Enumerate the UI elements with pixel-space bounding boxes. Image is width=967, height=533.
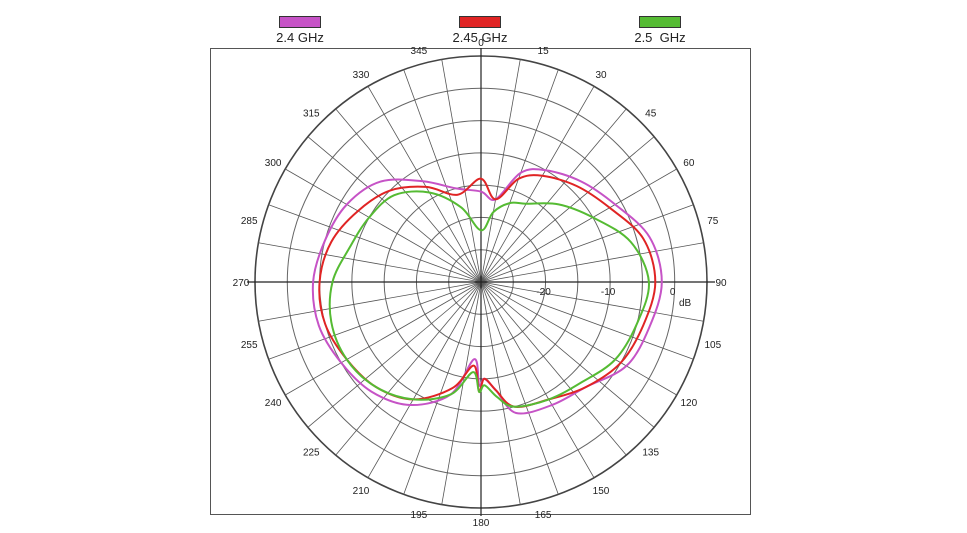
angle-tick-label: 75	[707, 216, 719, 227]
angle-tick-label: 300	[265, 158, 282, 169]
angle-tick-label: 105	[704, 340, 721, 351]
grid-spoke	[480, 281, 694, 360]
angle-tick-label: 45	[645, 108, 657, 119]
legend-item-2-4ghz: 2.4 GHz	[240, 16, 360, 45]
legend-label-2-4ghz: 2.4 GHz	[276, 30, 324, 45]
grid-spoke	[258, 242, 482, 283]
legend-item-2-45ghz: 2.45 GHz	[420, 16, 540, 45]
legend-item-2-5ghz: 2.5 GHz	[600, 16, 720, 45]
grid-spoke	[480, 204, 694, 283]
angle-tick-label: 210	[353, 486, 370, 497]
grid-spoke	[403, 69, 482, 283]
angle-tick-label: 120	[681, 398, 698, 409]
radial-unit-label: dB	[679, 298, 692, 309]
grid-spoke	[480, 281, 677, 396]
angle-tick-label: 165	[535, 510, 552, 521]
grid-spoke	[335, 108, 482, 283]
angle-tick-label: 330	[353, 70, 370, 81]
grid-spoke	[335, 281, 482, 456]
angle-tick-label: 15	[538, 46, 550, 57]
angle-tick-label: 150	[593, 486, 610, 497]
grid-spoke	[258, 281, 482, 322]
angle-tick-label: 135	[642, 448, 659, 459]
angle-tick-label: 180	[473, 518, 490, 529]
angle-tick-label: 225	[303, 448, 320, 459]
grid-spoke	[480, 281, 559, 495]
grid-spoke	[480, 281, 521, 505]
angle-tick-label: 270	[233, 278, 250, 289]
legend-label-2-45ghz: 2.45 GHz	[452, 30, 508, 45]
angle-tick-label: 30	[595, 70, 607, 81]
series-line-1	[318, 174, 657, 408]
grid-spoke	[403, 281, 482, 495]
grid-spoke	[285, 281, 482, 396]
grid-spoke	[307, 281, 482, 428]
grid-spoke	[480, 69, 559, 283]
angle-tick-label: 195	[411, 510, 428, 521]
grid-spoke	[441, 281, 482, 505]
angle-tick-label: 240	[265, 398, 282, 409]
angle-tick-label: 90	[715, 278, 727, 289]
legend-swatch-2-5ghz	[639, 16, 681, 28]
angle-tick-label: 0	[478, 38, 484, 49]
grid-spoke	[480, 281, 595, 478]
grid-spoke	[367, 281, 482, 478]
grid-spoke	[480, 59, 521, 283]
grid-spoke	[480, 242, 704, 283]
grid-spoke	[268, 281, 482, 360]
grid-spoke	[268, 204, 482, 283]
grid-spoke	[480, 86, 595, 283]
grid-spoke	[480, 281, 655, 428]
radial-tick-label: -20	[536, 287, 551, 298]
angle-tick-label: 345	[411, 46, 428, 57]
grid-spoke	[367, 86, 482, 283]
angle-tick-label: 255	[241, 340, 258, 351]
grid-spoke	[441, 59, 482, 283]
series-line-2	[328, 190, 650, 408]
grid-spoke	[480, 281, 704, 322]
grid-spoke	[285, 168, 482, 283]
angle-tick-label: 60	[683, 158, 695, 169]
angle-tick-label: 315	[303, 108, 320, 119]
legend-swatch-2-4ghz	[279, 16, 321, 28]
grid-spoke	[480, 136, 655, 283]
radial-tick-label: 0	[670, 287, 676, 298]
grid-spoke	[480, 281, 627, 456]
grid-spoke	[480, 168, 677, 283]
grid-spoke	[480, 108, 627, 283]
radial-tick-label: -10	[601, 287, 616, 298]
legend-swatch-2-45ghz	[459, 16, 501, 28]
grid-spoke	[307, 136, 482, 283]
legend-label-2-5ghz: 2.5 GHz	[634, 30, 686, 45]
angle-tick-label: 285	[241, 216, 258, 227]
